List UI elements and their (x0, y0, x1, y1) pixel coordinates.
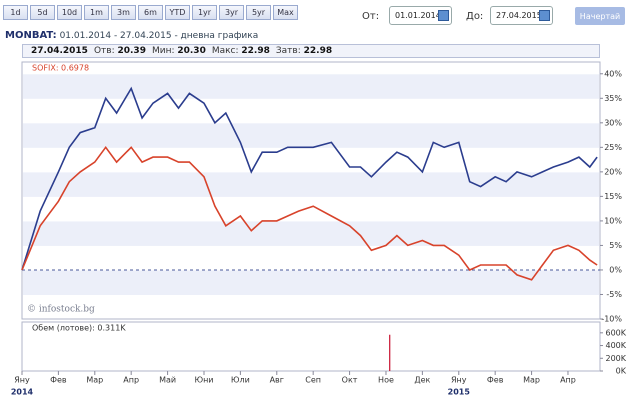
x-tick-label: Ное (378, 376, 394, 385)
band (23, 221, 599, 246)
y-tick-label: 40% (604, 69, 622, 78)
volume-label: Обем (лотове): 0.311K (32, 324, 126, 333)
range-button[interactable]: 5d (30, 5, 55, 20)
y-tick-label: -5% (606, 290, 622, 299)
info-value: 20.39 (117, 46, 146, 56)
header: MONBAT: 01.01.2014 - 27.04.2015 - дневна… (5, 30, 258, 41)
x-tick-label: Апр (123, 376, 139, 385)
range-button[interactable]: YTD (165, 5, 190, 20)
info-row: 27.04.2015 Отв: 20.39 Мин: 20.30 Макс: 22.9… (22, 44, 600, 58)
info-label: Отв: (93, 46, 115, 56)
range-button[interactable]: 1yr (192, 5, 217, 20)
legend-entry: SOFIX: 0.6978 (32, 64, 89, 73)
calendar-icon[interactable] (438, 10, 449, 21)
volume-y-tick-label: 200K (605, 354, 626, 363)
x-tick-label: Апр (560, 376, 576, 385)
info-value: 22.98 (303, 46, 333, 56)
y-tick-label: 0% (609, 265, 622, 274)
volume-area (21, 321, 601, 372)
x-tick-label: Яну (451, 376, 467, 385)
volume-bar (389, 334, 391, 371)
range-button[interactable]: 3yr (219, 5, 244, 20)
y-tick-label: 15% (604, 192, 622, 201)
y-tick-label: 5% (609, 241, 622, 250)
calendar-icon[interactable] (539, 10, 550, 21)
x-tick-label: Авг (270, 376, 284, 385)
to-label: До: (466, 11, 484, 22)
x-tick-label: Яну (14, 376, 30, 385)
from-date[interactable]: 01.01.2014 (389, 6, 452, 25)
volume-y-tick-label: 0K (616, 367, 627, 376)
x-tick-label: Май (159, 376, 176, 385)
info-label: Мин: (151, 46, 175, 56)
info-label: Макс: (211, 46, 239, 56)
series-line (21, 145, 598, 281)
band (23, 270, 599, 295)
to-date[interactable]: 27.04.2015 (490, 6, 553, 25)
range-button[interactable]: 6m (138, 5, 163, 20)
y-tick-label: 20% (604, 167, 622, 176)
x-tick-label: Юли (231, 376, 250, 385)
x-tick-label: Окт (342, 376, 358, 385)
range-button[interactable]: 1m (84, 5, 109, 20)
series-line (21, 86, 598, 271)
title: MONBAT: (5, 30, 57, 41)
info-value: 22.98 (241, 46, 270, 56)
from-date-text: 01.01.2014 (395, 11, 441, 20)
range-button[interactable]: 1d (3, 5, 28, 20)
y-tick-label: 35% (604, 94, 622, 103)
watermark: © infostock.bg (27, 305, 95, 315)
year-label: 2015 (448, 388, 471, 397)
band (23, 172, 599, 197)
from-label: От: (362, 11, 380, 22)
range-buttons: 1d 5d 10d 1m 3m 6m YTD 1yr 3yr 5yr Max (3, 5, 298, 20)
year-label: 2014 (11, 388, 34, 397)
range-button[interactable]: Max (273, 5, 298, 20)
x-tick-label: Дек (414, 376, 430, 385)
info-date: 27.04.2015 (31, 46, 88, 56)
volume-y-tick-label: 600K (605, 328, 626, 337)
x-tick-label: Фев (487, 376, 504, 385)
info-value: 20.30 (177, 46, 206, 56)
x-tick-label: Мар (86, 376, 103, 385)
band (23, 74, 599, 99)
y-tick-label: 30% (604, 118, 622, 127)
subtitle: 01.01.2014 - 27.04.2015 - дневна графика (59, 31, 259, 41)
x-tick-label: Мар (523, 376, 540, 385)
range-button[interactable]: 5yr (246, 5, 271, 20)
band (23, 123, 599, 148)
x-tick-label: Юни (194, 376, 213, 385)
submit-button[interactable]: Начертай (575, 7, 625, 25)
y-tick-label: 10% (604, 216, 622, 225)
x-tick-label: Фев (50, 376, 67, 385)
range-button[interactable]: 3m (111, 5, 136, 20)
y-tick-label: 25% (604, 143, 622, 152)
volume-y-tick-label: 400K (605, 341, 626, 350)
x-tick-label: Сеп (305, 376, 321, 385)
info-label: Затв: (275, 46, 301, 56)
range-button[interactable]: 10d (57, 5, 82, 20)
y-tick-label: -10% (601, 315, 622, 324)
to-date-text: 27.04.2015 (496, 11, 542, 20)
